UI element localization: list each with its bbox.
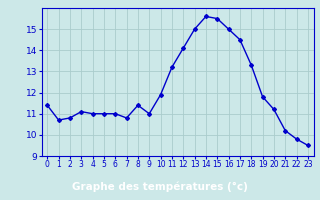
- Text: Graphe des températures (°c): Graphe des températures (°c): [72, 182, 248, 192]
